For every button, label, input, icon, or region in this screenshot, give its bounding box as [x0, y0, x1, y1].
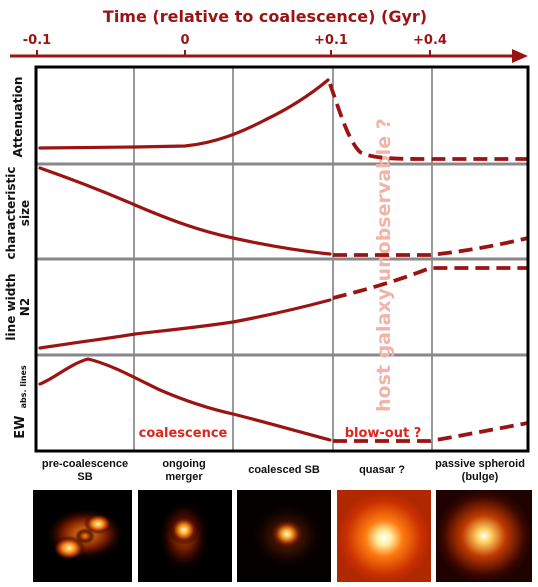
ylabel-attenuation: Attenuation [11, 77, 25, 158]
svg-text:size: size [18, 200, 32, 226]
linewidth-curve [38, 298, 332, 350]
stage-label-coalesced-sb: coalesced SB [248, 464, 320, 476]
svg-text:characteristic: characteristic [4, 167, 18, 260]
timeline-title: Time (relative to coalescence) (Gyr) [103, 7, 427, 26]
stage-label-quasar: quasar ? [359, 464, 405, 476]
galaxy-image-quasar [337, 490, 431, 582]
galaxy-image-coalesced-sb [237, 490, 331, 582]
ylabel-ew-main: EW [13, 415, 28, 438]
svg-text:line width: line width [4, 273, 18, 340]
stage-label-passive-spheroid: passive spheroid (bulge) [435, 458, 525, 483]
stage-label-ongoing-merger: ongoing merger [162, 458, 206, 483]
ew-curve [38, 357, 332, 442]
galaxy-image-passive-spheroid [436, 490, 532, 582]
svg-text:N2: N2 [18, 298, 32, 316]
host-unobservable-annotation: host galaxy unobservable ? [373, 118, 395, 412]
timeline-ticks [36, 50, 431, 56]
size-curve-dashed [333, 236, 529, 257]
blowout-annotation: blow-out ? [345, 426, 422, 441]
galaxy-image-pre-coalescence [33, 490, 132, 582]
size-curve [38, 166, 332, 256]
galaxy-image-ongoing-merger [138, 490, 232, 582]
tick-label-0: 0 [180, 33, 189, 48]
ylabel-line-width: line width N2 [4, 273, 32, 340]
stage-label-pre-coalescence: pre-coalescence SB [41, 458, 129, 483]
coalescence-annotation: coalescence [139, 426, 228, 441]
linewidth-curve-dashed [332, 266, 528, 300]
tick-label-plus-0.4: +0.4 [413, 33, 447, 48]
panels-frame [34, 65, 530, 453]
attenuation-curve [38, 78, 330, 150]
tick-label-plus-0.1: +0.1 [314, 33, 348, 48]
attenuation-curve-dashed [328, 83, 528, 161]
ylabel-ew-sub: abs. lines [19, 365, 28, 408]
panel-separators [36, 162, 528, 357]
ylabel-characteristic-size: characteristic size [4, 167, 32, 260]
tick-label-minus-0.1: -0.1 [23, 33, 51, 48]
ylabel-ew: EW abs. lines [9, 365, 28, 439]
timeline-arrowhead [512, 49, 528, 63]
